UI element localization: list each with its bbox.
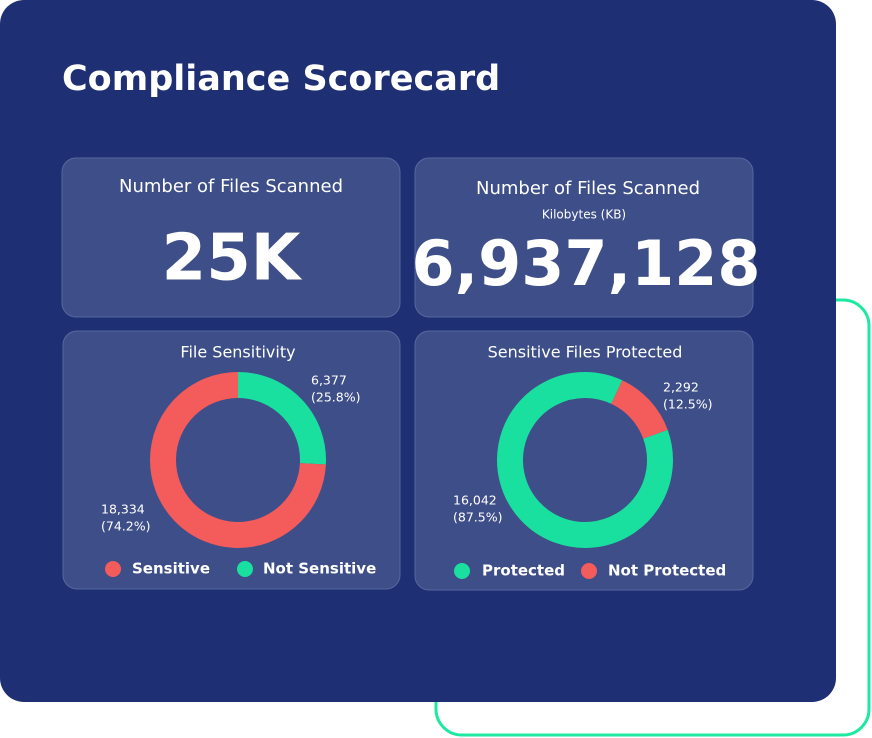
legend-label: Sensitive: [132, 560, 210, 578]
legend-label: Not Sensitive: [263, 560, 376, 578]
page-title: Compliance Scorecard: [62, 59, 500, 99]
donut-segment: [237, 372, 326, 465]
kpi-card: [414, 157, 754, 318]
chart-title: Sensitive Files Protected: [488, 343, 683, 362]
legend-label: Not Protected: [608, 562, 726, 580]
legend-marker: [105, 561, 121, 577]
percent-label: (25.8%): [311, 390, 360, 405]
donut-segment: [497, 372, 673, 548]
percent-label: (87.5%): [453, 510, 502, 525]
chart-card: [62, 330, 401, 590]
legend-marker: [237, 561, 253, 577]
kpi-subtitle: Kilobytes (KB): [542, 208, 626, 222]
percent-label: (12.5%): [663, 397, 712, 412]
legend-label: Protected: [482, 562, 565, 580]
chart-card: [414, 330, 754, 591]
donut-segment: [610, 380, 668, 440]
legend-marker: [581, 563, 597, 579]
value-label: 2,292: [663, 380, 699, 395]
kpi-title: Number of Files Scanned: [119, 176, 343, 197]
value-label: 16,042: [453, 493, 497, 508]
chart-title: File Sensitivity: [180, 343, 295, 362]
donut-segment: [150, 372, 326, 548]
kpi-value: 25K: [162, 222, 303, 296]
kpi-value: 6,937,128: [411, 227, 760, 300]
percent-label: (74.2%): [101, 519, 150, 534]
value-label: 18,334: [101, 502, 145, 517]
kpi-title: Number of Files Scanned: [476, 178, 700, 199]
value-label: 6,377: [311, 373, 347, 388]
legend-marker: [454, 563, 470, 579]
kpi-card: [61, 157, 401, 318]
